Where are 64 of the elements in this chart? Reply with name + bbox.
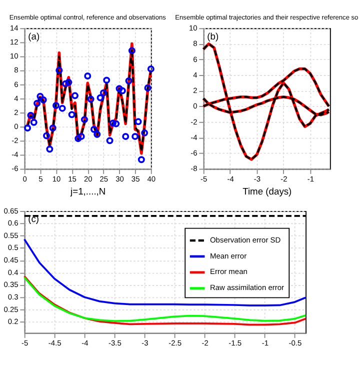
y-tick-label: -2 — [12, 136, 18, 146]
y-tick-label: 0 — [14, 122, 18, 131]
y-tick-label: 2 — [193, 86, 198, 96]
y-tick-label: -8 — [190, 164, 198, 174]
x-tick-label: -2.5 — [168, 338, 182, 348]
annotation: (c) — [28, 214, 40, 224]
annotation: (b) — [207, 31, 219, 42]
y-tick-label: -4 — [190, 132, 198, 142]
legend-label: Raw assimilation error — [210, 283, 285, 292]
y-tick-label: 2 — [14, 108, 18, 117]
x-axis-title: j=1,....,N — [70, 186, 106, 197]
x-tick-label: 0 — [22, 174, 27, 184]
y-tick-label: 0.45 — [4, 256, 18, 265]
x-tick-label: -1.5 — [228, 338, 242, 348]
legend-label: Mean error — [210, 251, 248, 260]
y-tick-label: 4 — [193, 70, 198, 80]
y-tick-label: 6 — [193, 54, 198, 64]
x-tick-label: 35 — [131, 174, 140, 184]
y-tick-label: -6 — [190, 148, 198, 158]
x-tick-label: -1 — [262, 338, 269, 348]
y-tick-label: 0.65 — [4, 206, 18, 216]
x-tick-label: -4 — [82, 338, 88, 348]
y-tick-label: 0.6 — [8, 218, 18, 228]
y-tick-label: -6 — [12, 164, 18, 174]
y-tick-label: 14 — [10, 24, 18, 33]
x-tick-label: 30 — [116, 174, 124, 184]
y-tick-label: -4 — [12, 150, 18, 160]
x-tick-label: -5 — [200, 174, 208, 184]
y-tick-label: 0.5 — [8, 243, 18, 252]
y-tick-label: 6 — [14, 80, 18, 89]
y-tick-label: 10 — [188, 24, 198, 33]
x-tick-label: 25 — [100, 174, 108, 184]
legend-label: Observation error SD — [210, 235, 282, 244]
x-tick-label: 10 — [52, 174, 61, 184]
x-tick-label: -3 — [254, 174, 261, 184]
x-tick-label: 20 — [84, 174, 92, 184]
y-tick-label: 0.2 — [8, 317, 18, 326]
y-tick-label: 12 — [10, 38, 18, 47]
x-tick-label: -3 — [142, 338, 148, 348]
y-tick-label: 0.55 — [4, 230, 18, 240]
x-tick-label: -2 — [202, 338, 208, 348]
y-tick-label: 0.4 — [8, 268, 18, 277]
x-tick-label: -5 — [22, 338, 28, 348]
y-tick-label: 8 — [193, 39, 198, 48]
y-tick-label: 0.35 — [4, 280, 18, 290]
x-tick-label: -1 — [307, 174, 314, 184]
y-tick-label: 0 — [193, 102, 198, 111]
x-tick-label: -0.5 — [288, 338, 302, 348]
x-axis-title: Time (days) — [242, 186, 292, 197]
x-tick-label: 5 — [38, 174, 43, 184]
y-tick-label: 4 — [14, 94, 18, 103]
y-tick-label: 10 — [10, 52, 18, 61]
x-tick-label: 15 — [68, 174, 76, 184]
legend-label: Error mean — [210, 267, 248, 276]
x-tick-label: -4 — [227, 174, 234, 184]
x-tick-label: -2 — [280, 174, 288, 184]
y-tick-label: 0.25 — [4, 304, 18, 314]
y-tick-label: 8 — [14, 66, 18, 75]
y-tick-label: 0.3 — [8, 292, 18, 302]
x-tick-label: 40 — [147, 174, 156, 184]
x-tick-label: -3.5 — [108, 338, 122, 348]
y-tick-label: -2 — [190, 117, 198, 126]
x-tick-label: -4.5 — [48, 338, 62, 348]
annotation: (a) — [28, 31, 40, 42]
